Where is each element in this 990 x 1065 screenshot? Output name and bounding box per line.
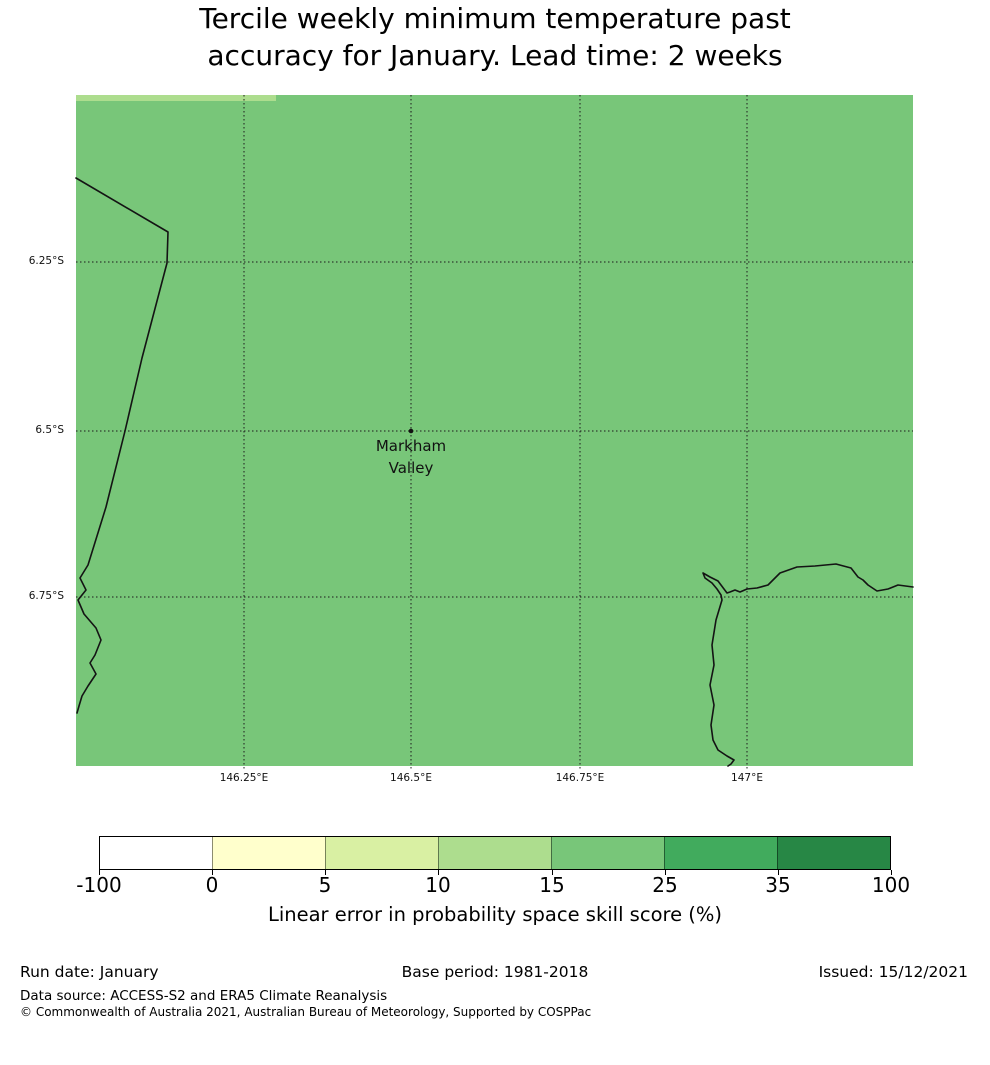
colorbar-segment-15-25: [551, 837, 664, 869]
colorbar-title: Linear error in probability space skill …: [267, 903, 723, 926]
colorbar-tick: [212, 870, 213, 875]
colorbar-tick-label: 25: [652, 873, 678, 897]
location-marker-dot: [408, 428, 414, 434]
lon-tick-label: 147°E: [731, 772, 763, 784]
graticule: [76, 95, 913, 769]
location-label-line-2: Valley: [388, 458, 434, 477]
footer-issued: Issued: 15/12/2021: [818, 963, 968, 981]
colorbar-segment-35-100: [777, 837, 890, 869]
page-title: Tercile weekly minimum temperature past …: [0, 0, 990, 74]
colorbar-tick-label: 100: [871, 873, 911, 897]
colorbar-segment-25-35: [664, 837, 777, 869]
coastline-southeast: [702, 563, 914, 767]
colorbar-tick: [778, 870, 779, 875]
colorbar-tick-label: 0: [205, 873, 219, 897]
colorbar-segment-neg100-0: [100, 837, 212, 869]
footer-run-date: Run date: January: [20, 963, 159, 981]
colorbar-segment-0-5: [212, 837, 325, 869]
lon-tick-label: 146.25°E: [219, 772, 269, 784]
lat-tick-label: 6.5°S: [35, 424, 64, 436]
lon-tick-label: 146.5°E: [390, 772, 432, 784]
map-patch: [76, 95, 276, 101]
lat-tick-label: 6.75°S: [28, 590, 64, 602]
lon-tick-label: 146.75°E: [555, 772, 605, 784]
lat-tick-label: 6.25°S: [28, 255, 64, 267]
footer-base-period: Base period: 1981-2018: [401, 963, 589, 981]
colorbar-tick: [665, 870, 666, 875]
location-label: Markham Valley: [351, 436, 471, 479]
colorbar-tick-label: -100: [76, 873, 122, 897]
colorbar-tick: [552, 870, 553, 875]
coastline-northwest: [75, 177, 169, 714]
colorbar-tick: [325, 870, 326, 875]
title-line-1: Tercile weekly minimum temperature past: [199, 2, 791, 35]
colorbar-segment-5-10: [325, 837, 438, 869]
colorbar-tick: [99, 870, 100, 875]
footer-copyright: © Commonwealth of Australia 2021, Austra…: [20, 1005, 592, 1019]
colorbar-tick-label: 10: [425, 873, 451, 897]
colorbar-tick-label: 35: [765, 873, 791, 897]
colorbar-tick-label: 15: [539, 873, 565, 897]
colorbar-tick: [891, 870, 892, 875]
colorbar-segment-10-15: [438, 837, 551, 869]
colorbar-tick: [438, 870, 439, 875]
footer-data-source: Data source: ACCESS-S2 and ERA5 Climate …: [20, 988, 388, 1004]
location-label-line-1: Markham: [375, 437, 447, 455]
colorbar: [99, 836, 891, 870]
colorbar-tick-label: 5: [318, 873, 332, 897]
coastline-layer: [75, 95, 914, 769]
title-line-2: accuracy for January. Lead time: 2 weeks: [207, 39, 783, 72]
map-canvas: Markham Valley: [75, 95, 914, 769]
